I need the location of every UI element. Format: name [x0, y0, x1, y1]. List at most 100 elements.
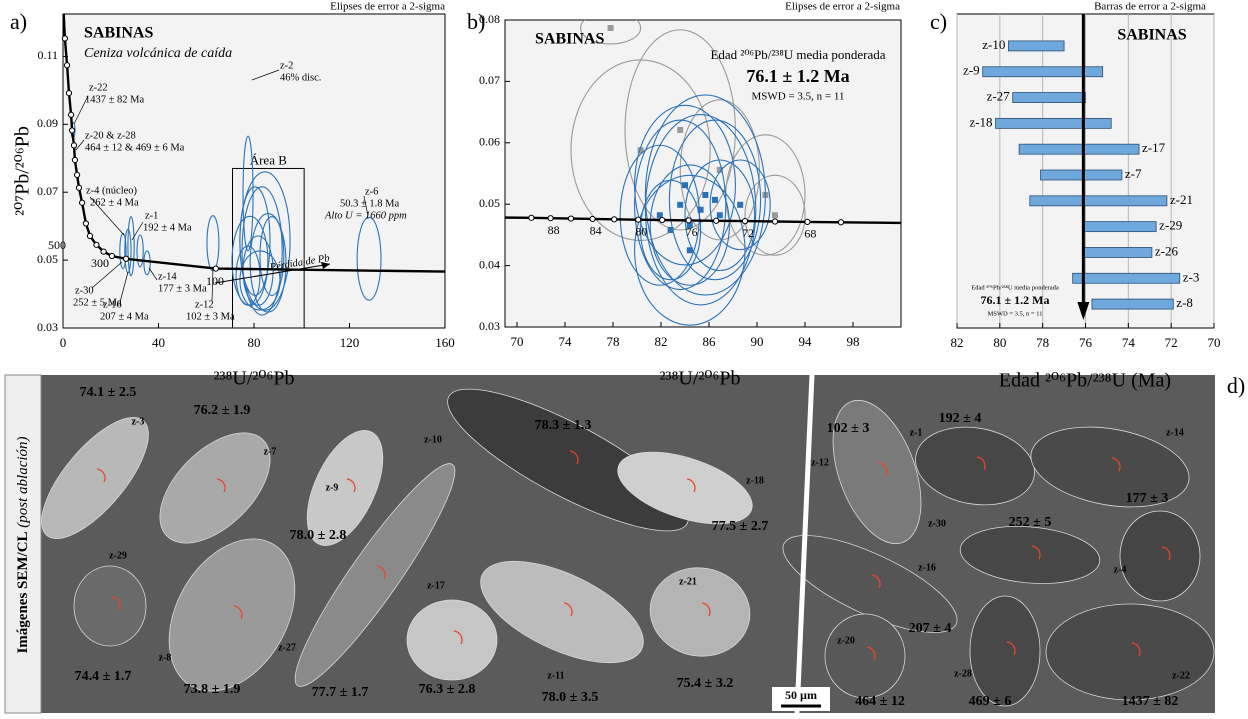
y-tick-label: 0.03 [479, 319, 500, 333]
error-ellipse [249, 213, 287, 313]
grain-age: 1437 ± 82 [1122, 694, 1179, 709]
error-ellipse [259, 216, 285, 296]
annotation: z-20 & z-28 [85, 130, 136, 141]
label: c) [930, 9, 947, 34]
annotation: 207 ± 4 Ma [100, 311, 149, 322]
ellipse-center [716, 166, 723, 173]
annotation: 252 ± 5 Ma [73, 297, 122, 308]
error-ellipse [684, 159, 756, 272]
error-bar [1082, 247, 1153, 258]
x-tick-label: 98 [847, 334, 860, 349]
mswd: MSWD = 3.5, n = 11 [752, 91, 845, 103]
mean-arrowhead [1077, 302, 1090, 320]
grain-label: z-8 [159, 652, 172, 663]
ellipse-center [772, 212, 778, 219]
grain-age: 252 ± 5 [1009, 515, 1052, 530]
leader-line [363, 195, 369, 217]
concordia-point [589, 215, 596, 223]
annotation: 102 ± 3 Ma [186, 311, 235, 322]
area-label: Área B [250, 152, 288, 167]
x-tick-label: 82 [655, 334, 668, 349]
grain-label: z-3 [132, 416, 145, 427]
ylabel: ²⁰⁷Pb/²⁰⁶Pb [12, 126, 34, 216]
annotation: Alto U = 1660 ppm [324, 210, 407, 221]
bar-label: z-9 [963, 63, 980, 78]
y-tick-label: 0.03 [37, 320, 58, 334]
zircon-grain [782, 535, 958, 633]
concordia-point [108, 252, 116, 260]
panel-divider [794, 374, 815, 714]
leader-line [91, 261, 123, 289]
error-bar [982, 66, 1104, 78]
concordia-point [122, 255, 130, 262]
grain-age: 78.0 ± 3.5 [542, 690, 599, 705]
concordia-point [713, 217, 720, 224]
label: a) [10, 9, 27, 34]
pb-loss-arrow [214, 263, 331, 284]
leader-line [73, 95, 89, 125]
grain-label: z-7 [264, 446, 277, 457]
grain-age: 73.8 ± 1.9 [184, 682, 241, 697]
concordia-point [659, 216, 666, 224]
sample: Ceniza volcánica de caída [84, 46, 232, 61]
concordia-point [685, 217, 692, 224]
y-tick-label: 0.04 [479, 257, 500, 271]
mean-label: Edad ²⁰⁶Pb/²³⁸U media ponderada [971, 284, 1059, 291]
annotation: 50.3 ± 1.8 Ma [340, 198, 399, 209]
ablation-spot [1031, 545, 1041, 560]
error-bar [1029, 195, 1168, 207]
bar-label: z-3 [1183, 269, 1200, 284]
annotation: z-14 [158, 271, 177, 282]
concordia-point [79, 199, 86, 206]
grain-label: z-9 [326, 482, 339, 493]
error-ellipse [644, 94, 766, 296]
error-ellipse [242, 235, 274, 306]
concordia-point [75, 184, 83, 191]
bar-label: z-21 [1170, 192, 1193, 207]
error-ellipse [580, 20, 642, 45]
ablation-spot [976, 456, 986, 471]
ablation-spot [1006, 641, 1016, 656]
error-bar [1072, 272, 1181, 284]
x-tick-label: 94 [799, 334, 813, 349]
y-tick-label: 0.08 [479, 12, 500, 26]
ablation-spot [866, 646, 876, 661]
error-bar [1008, 40, 1065, 52]
error-ellipse [634, 104, 736, 266]
x-tick-label: 70 [511, 334, 524, 349]
concordia-age: 72 [742, 226, 754, 240]
grain-label: z-22 [1172, 670, 1190, 681]
ellipse-center [697, 206, 704, 213]
zircon-grain [649, 567, 751, 657]
grain-label: z-4 [1114, 564, 1127, 575]
y-tick-label: 0.05 [37, 252, 58, 266]
concordia-point [68, 111, 75, 118]
annotation: z-16 [103, 299, 122, 310]
concordia-age: 68 [804, 227, 816, 241]
caption-main: Imágenes SEM/CL [15, 531, 31, 653]
grain-label: z-17 [427, 580, 445, 591]
grain-label: z-29 [109, 550, 127, 561]
concordia-point [611, 216, 618, 223]
y-tick-label: 0.07 [479, 73, 500, 87]
x-tick-label: 86 [703, 334, 717, 349]
title: Elipses de error a 2-sigma [330, 1, 445, 13]
ablation-spot [563, 602, 573, 617]
zircon-grain [168, 538, 296, 692]
grain-label: z-10 [424, 434, 442, 445]
grain-age: 77.7 ± 1.7 [312, 685, 369, 700]
concordia-point [73, 171, 81, 179]
zircon-grain [73, 565, 147, 647]
zircon-grain [617, 451, 753, 525]
concordia-point [528, 214, 535, 221]
leader-line [89, 196, 125, 236]
zircon-grain [447, 388, 689, 532]
ablation-spot [686, 478, 696, 493]
caption-note: (post ablación) [15, 436, 31, 527]
grain-age: 75.4 ± 3.2 [677, 676, 734, 691]
x-tick-label: 78 [607, 334, 620, 349]
error-ellipse [634, 119, 727, 291]
y-tick-label: 0.11 [37, 48, 58, 62]
y-tick-label: 0.06 [479, 135, 500, 149]
ellipse-center [686, 247, 693, 254]
